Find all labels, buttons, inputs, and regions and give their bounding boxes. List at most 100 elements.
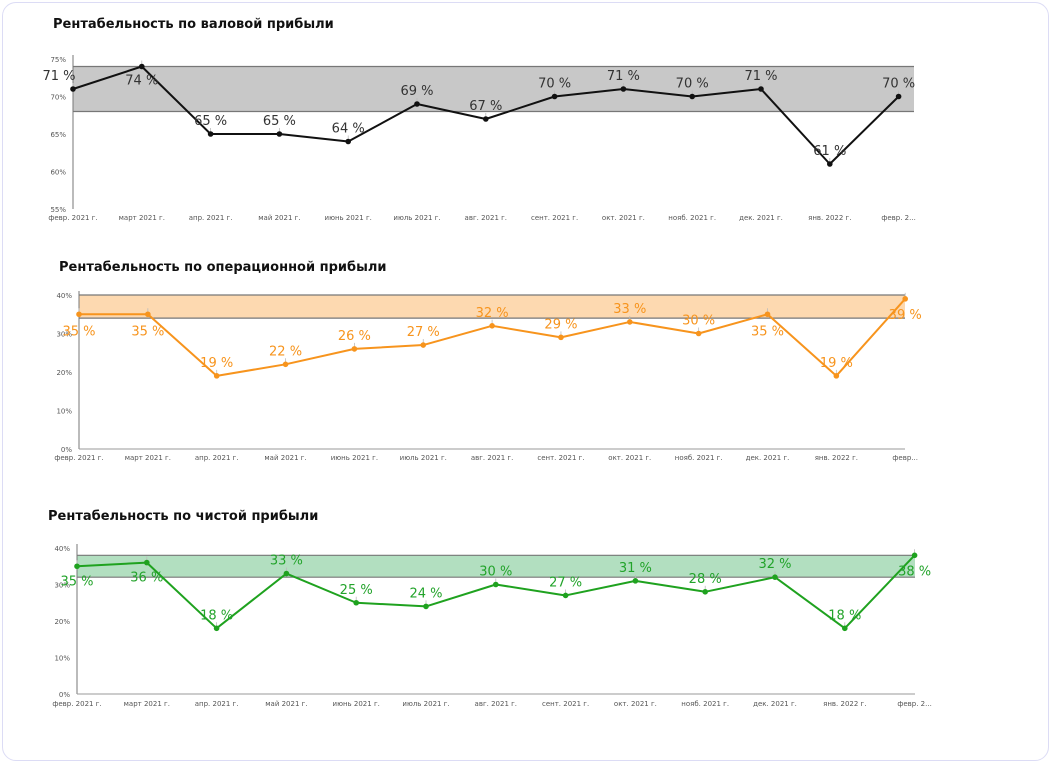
y-tick-label: 10%	[54, 655, 70, 663]
x-tick-label: дек. 2021 г.	[739, 214, 783, 222]
y-tick-label: 20%	[56, 369, 72, 377]
data-label: 22 %	[269, 344, 302, 359]
data-label: 74 %	[125, 74, 158, 89]
data-point	[772, 574, 778, 580]
x-tick-label: февр. 2...	[897, 700, 931, 708]
data-label: 36 %	[130, 571, 163, 586]
x-tick-label: июнь 2021 г.	[325, 214, 372, 222]
x-tick-label: апр. 2021 г.	[195, 454, 239, 462]
data-label: 71 %	[744, 69, 777, 84]
x-tick-label: окт. 2021 г.	[614, 700, 657, 708]
data-point	[842, 625, 848, 632]
data-point	[213, 373, 220, 379]
x-tick-label: февр. 2021 г.	[52, 700, 101, 708]
data-label: 35 %	[131, 324, 164, 339]
x-tick-label: нояб. 2021 г.	[681, 700, 729, 708]
x-tick-label: окт. 2021 г.	[602, 214, 645, 222]
data-label: 64 %	[332, 122, 365, 137]
data-point	[695, 330, 702, 337]
data-label: 70 %	[538, 77, 571, 92]
chart-title-operating: Рентабельность по операционной прибыли	[59, 260, 387, 275]
data-point	[562, 592, 569, 599]
y-tick-label: 55%	[50, 206, 66, 214]
x-tick-label: март 2021 г.	[119, 214, 165, 222]
x-tick-label: нояб. 2021 г.	[675, 454, 723, 462]
y-tick-label: 30%	[56, 331, 72, 339]
data-point	[620, 86, 627, 92]
data-point	[414, 101, 420, 107]
data-label: 69 %	[400, 84, 433, 99]
y-tick-label: 40%	[54, 545, 70, 553]
data-point	[345, 138, 352, 145]
data-label: 30 %	[682, 314, 715, 329]
data-point	[493, 581, 499, 588]
y-tick-label: 10%	[56, 408, 72, 416]
data-label: 61 %	[813, 144, 846, 159]
data-point	[764, 311, 771, 318]
x-tick-label: янв. 2022 г.	[815, 454, 858, 462]
data-point	[76, 311, 82, 318]
data-point	[702, 589, 708, 595]
chart-title-net: Рентабельность по чистой прибыли	[48, 509, 319, 524]
x-tick-label: февр...	[892, 454, 918, 462]
data-point	[911, 552, 918, 559]
data-point	[632, 578, 639, 584]
data-point	[74, 563, 80, 570]
x-tick-label: март 2021 г.	[125, 454, 171, 462]
data-label: 39 %	[889, 308, 922, 323]
data-point	[139, 63, 145, 70]
data-label: 30 %	[479, 565, 512, 580]
data-point	[758, 86, 764, 92]
data-label: 65 %	[263, 114, 296, 129]
data-label: 70 %	[676, 77, 709, 92]
data-label: 67 %	[469, 99, 502, 114]
x-tick-label: окт. 2021 г.	[608, 454, 651, 462]
data-label: 70 %	[882, 77, 915, 92]
x-tick-label: июль 2021 г.	[393, 214, 440, 222]
data-label: 28 %	[689, 572, 722, 587]
chart-title-gross: Рентабельность по валовой прибыли	[53, 17, 334, 32]
y-tick-label: 60%	[50, 169, 66, 177]
data-point	[145, 311, 151, 318]
x-tick-label: июль 2021 г.	[402, 700, 449, 708]
y-tick-label: 65%	[50, 131, 66, 139]
data-label: 18 %	[828, 608, 861, 623]
data-label: 27 %	[549, 575, 582, 590]
x-tick-label: дек. 2021 г.	[753, 700, 797, 708]
data-label: 38 %	[898, 564, 931, 579]
data-point	[207, 131, 214, 137]
x-tick-label: нояб. 2021 г.	[668, 214, 716, 222]
x-tick-label: дек. 2021 г.	[746, 454, 790, 462]
y-tick-label: 0%	[61, 446, 72, 454]
target-band	[79, 295, 905, 319]
data-label: 33 %	[270, 554, 303, 569]
x-tick-label: янв. 2022 г.	[823, 700, 866, 708]
y-tick-label: 75%	[50, 56, 66, 64]
data-point	[283, 570, 290, 577]
data-point	[483, 116, 489, 122]
data-label: 29 %	[544, 317, 577, 332]
data-point	[489, 323, 495, 329]
y-tick-label: 30%	[54, 582, 70, 590]
x-tick-label: сент. 2021 г.	[537, 454, 584, 462]
data-label: 32 %	[476, 306, 509, 321]
x-tick-label: сент. 2021 г.	[531, 214, 578, 222]
data-label: 19 %	[200, 356, 233, 371]
data-point	[420, 342, 427, 348]
data-point	[689, 93, 695, 100]
data-label: 71 %	[42, 69, 75, 84]
data-label: 35 %	[751, 324, 784, 339]
x-tick-label: май 2021 г.	[264, 454, 306, 462]
data-label: 19 %	[820, 356, 853, 371]
data-label: 24 %	[409, 586, 442, 601]
data-label: 26 %	[338, 329, 371, 344]
y-tick-label: 70%	[50, 94, 66, 102]
y-tick-label: 0%	[59, 691, 70, 699]
y-tick-label: 20%	[54, 618, 70, 626]
data-point	[833, 373, 840, 379]
x-tick-label: май 2021 г.	[265, 700, 307, 708]
data-label: 71 %	[607, 69, 640, 84]
